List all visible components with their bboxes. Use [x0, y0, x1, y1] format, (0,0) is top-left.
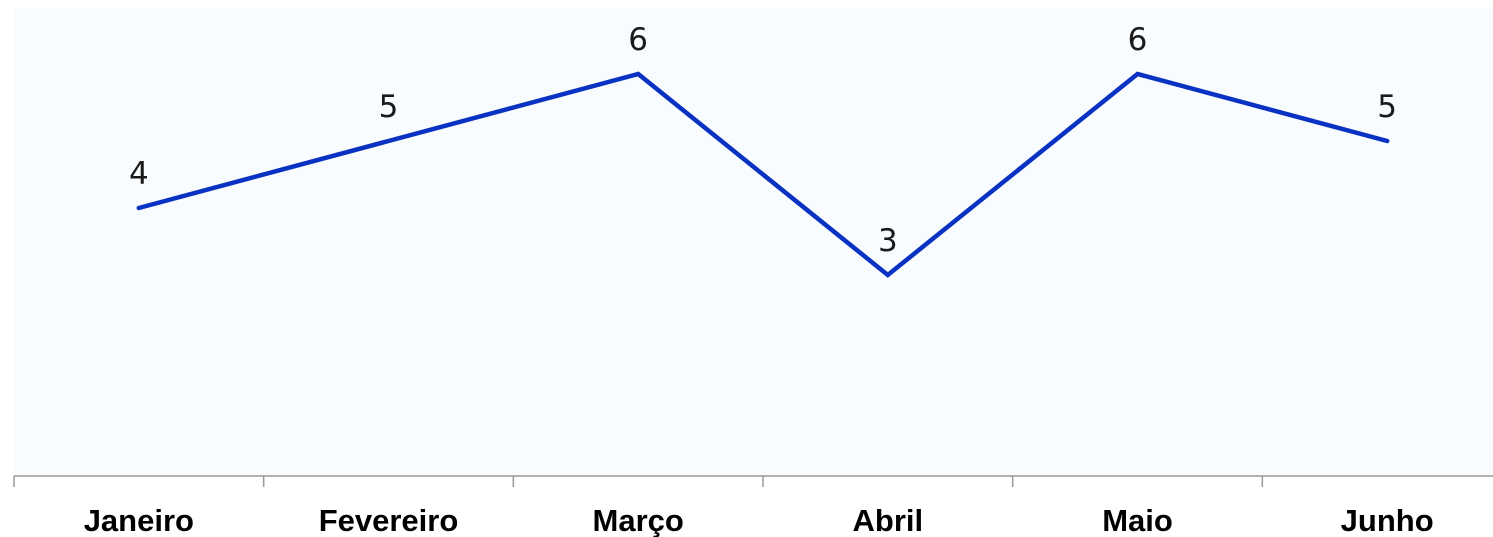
data-label: 3 — [878, 223, 898, 259]
plot-area — [14, 8, 1493, 476]
x-tick-labels: Janeiro Fevereiro Março Abril Maio Junho — [84, 503, 1434, 537]
x-tick-label: Junho — [1341, 503, 1434, 537]
x-tick-label: Maio — [1102, 503, 1173, 537]
data-label: 6 — [628, 22, 648, 58]
data-labels: 4 5 6 3 6 5 — [129, 22, 1397, 259]
x-tick-label: Janeiro — [84, 503, 194, 537]
data-label: 4 — [129, 156, 149, 192]
data-label: 6 — [1128, 22, 1148, 58]
data-label: 5 — [379, 89, 399, 125]
x-axis — [13, 475, 1493, 487]
series-group — [136, 71, 1390, 278]
x-tick-label: Fevereiro — [319, 503, 459, 537]
x-tick-label: Abril — [853, 503, 924, 537]
data-label: 5 — [1377, 89, 1397, 125]
series-line — [136, 71, 1390, 278]
x-tick-label: Março — [593, 503, 684, 537]
